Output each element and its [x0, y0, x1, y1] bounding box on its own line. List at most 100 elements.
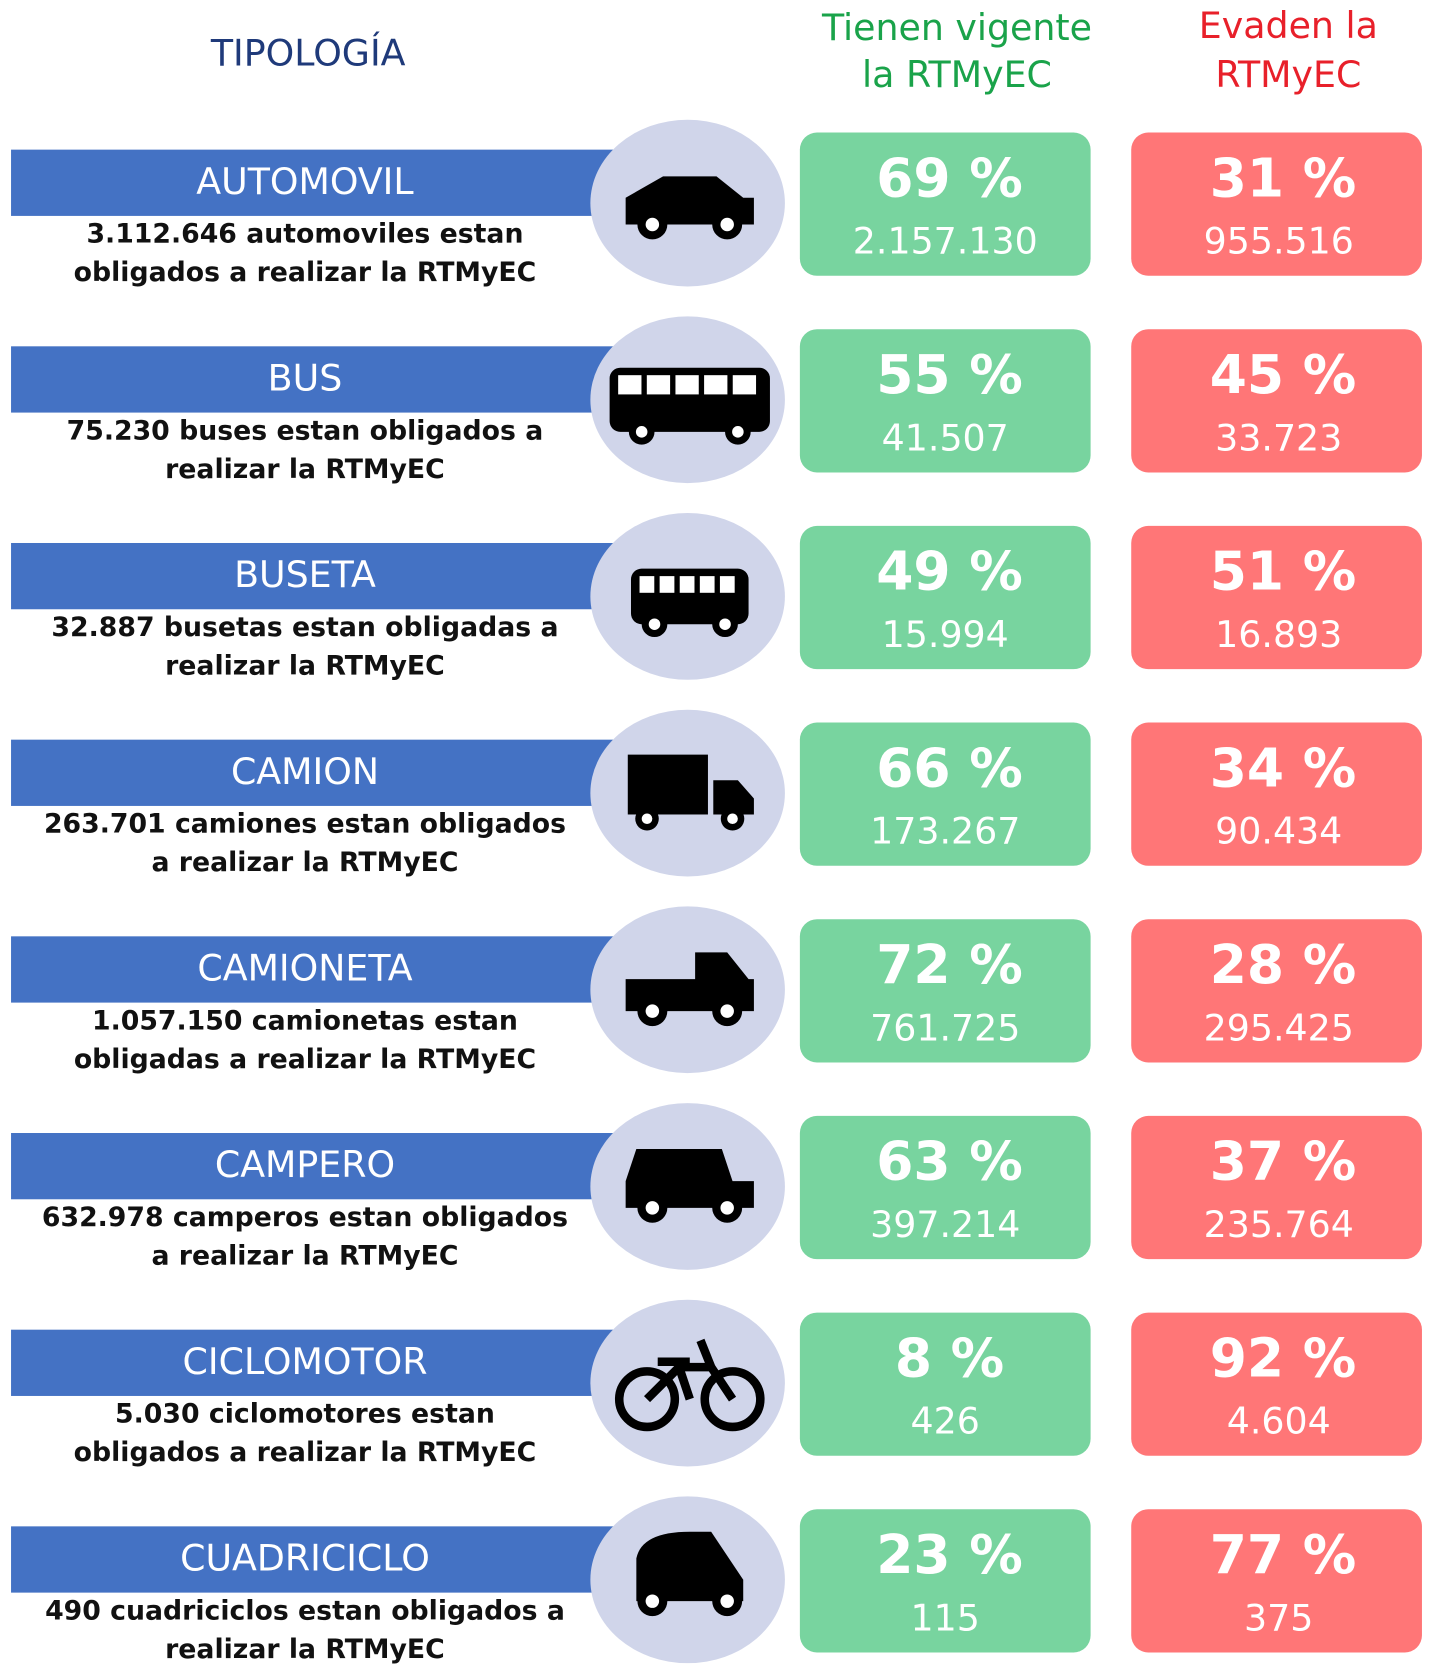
evaden-count: 295.425 — [1204, 1006, 1354, 1049]
hub — [732, 426, 744, 438]
row-description: obligadas a realizar la RTMyEC — [74, 1044, 536, 1075]
row-name: AUTOMOVIL — [196, 160, 414, 203]
vigente-pct: 63 % — [876, 1130, 1023, 1193]
row-description: a realizar la RTMyEC — [151, 847, 458, 878]
vigente-count: 115 — [911, 1596, 980, 1639]
window — [618, 375, 642, 395]
evaden-box — [1131, 1509, 1422, 1653]
name-banner — [11, 1329, 653, 1396]
hub — [720, 1201, 734, 1215]
row-description: 490 cuadriciclos estan obligados a — [45, 1595, 565, 1626]
name-banner — [11, 739, 653, 806]
window — [639, 576, 655, 593]
cab — [713, 780, 754, 815]
hub — [648, 618, 661, 630]
vigente-count: 426 — [911, 1400, 980, 1443]
vigente-pct: 69 % — [876, 146, 1023, 209]
vigente-box — [799, 722, 1091, 866]
row-description: 5.030 ciclomotores estan — [115, 1399, 495, 1430]
evaden-count: 235.764 — [1204, 1203, 1354, 1246]
vehicle-icon — [614, 1338, 765, 1432]
row-name: BUSETA — [234, 553, 376, 596]
evaden-box — [1131, 525, 1422, 670]
row-name: BUS — [268, 357, 343, 400]
evaden-pct: 37 % — [1210, 1130, 1357, 1193]
vehicle-icon — [636, 1531, 744, 1617]
evaden-count: 16.893 — [1215, 613, 1342, 656]
name-banner — [11, 542, 653, 610]
vigente-count: 761.725 — [870, 1006, 1020, 1049]
cargo — [627, 754, 708, 815]
wheel — [700, 1367, 765, 1432]
hub — [645, 1004, 660, 1018]
hub — [645, 217, 660, 232]
vigente-box — [799, 1312, 1091, 1456]
vehicle-icon — [625, 952, 754, 1027]
body — [636, 1531, 744, 1602]
vigente-count: 173.267 — [870, 810, 1020, 853]
name-banner — [11, 346, 653, 413]
header-tipologia: TIPOLOGÍA — [210, 32, 406, 75]
evaden-pct: 77 % — [1210, 1523, 1357, 1586]
vigente-pct: 23 % — [876, 1523, 1023, 1586]
vehicle-icon — [625, 1149, 754, 1223]
evaden-count: 90.434 — [1215, 810, 1342, 853]
vigente-count: 397.214 — [870, 1203, 1020, 1246]
row-name: CAMIONETA — [197, 947, 412, 990]
window — [699, 576, 715, 593]
vigente-box — [799, 1509, 1091, 1653]
hub — [645, 1201, 660, 1215]
body — [625, 952, 754, 1012]
row-description: obligados a realizar la RTMyEC — [74, 1437, 537, 1468]
evaden-count: 4.604 — [1227, 1400, 1331, 1443]
hub — [645, 1594, 660, 1608]
hub — [720, 217, 734, 232]
body — [625, 1149, 754, 1208]
row-description: 32.887 busetas estan obligadas a — [51, 612, 558, 643]
window — [719, 576, 735, 593]
hub — [720, 1004, 734, 1018]
vehicle-icon — [630, 568, 749, 638]
row-name: CUADRICICLO — [180, 1537, 430, 1580]
hub — [719, 618, 731, 630]
row-description: 1.057.150 camionetas estan — [92, 1005, 518, 1036]
window — [679, 576, 695, 593]
evaden-pct: 31 % — [1210, 146, 1357, 209]
hub — [727, 813, 738, 825]
hub — [635, 426, 648, 438]
row-description: 263.701 camiones estan obligados — [44, 809, 566, 840]
header-vigente: Tienen vigente — [821, 6, 1092, 49]
evaden-pct: 28 % — [1210, 933, 1357, 996]
name-banner — [11, 1526, 653, 1593]
row-name: CAMION — [231, 750, 379, 793]
wheel — [614, 1367, 680, 1432]
vehicle-icon — [627, 754, 754, 831]
window — [659, 576, 675, 593]
vigente-count: 41.507 — [882, 416, 1009, 459]
vigente-box — [799, 132, 1091, 276]
evaden-box — [1131, 329, 1422, 473]
vigente-count: 15.994 — [882, 613, 1009, 656]
row-description: realizar la RTMyEC — [165, 454, 445, 485]
vigente-box — [799, 919, 1091, 1063]
name-banner — [11, 1133, 653, 1200]
hub — [641, 813, 653, 825]
window — [646, 375, 671, 395]
evaden-count: 955.516 — [1204, 220, 1354, 263]
evaden-box — [1131, 722, 1422, 866]
vigente-count: 2.157.130 — [853, 220, 1038, 263]
hub — [720, 1594, 734, 1608]
row-description: realizar la RTMyEC — [165, 650, 445, 681]
vigente-pct: 8 % — [895, 1326, 1004, 1389]
header-evaden: RTMyEC — [1215, 53, 1361, 96]
evaden-box — [1131, 132, 1422, 276]
header-evaden: Evaden la — [1199, 4, 1378, 47]
name-banner — [11, 149, 653, 216]
vigente-box — [799, 329, 1091, 473]
vigente-pct: 55 % — [876, 343, 1023, 406]
vigente-box — [799, 525, 1091, 670]
evaden-count: 33.723 — [1215, 416, 1342, 459]
evaden-box — [1131, 1115, 1422, 1260]
header-vigente: la RTMyEC — [862, 53, 1052, 96]
